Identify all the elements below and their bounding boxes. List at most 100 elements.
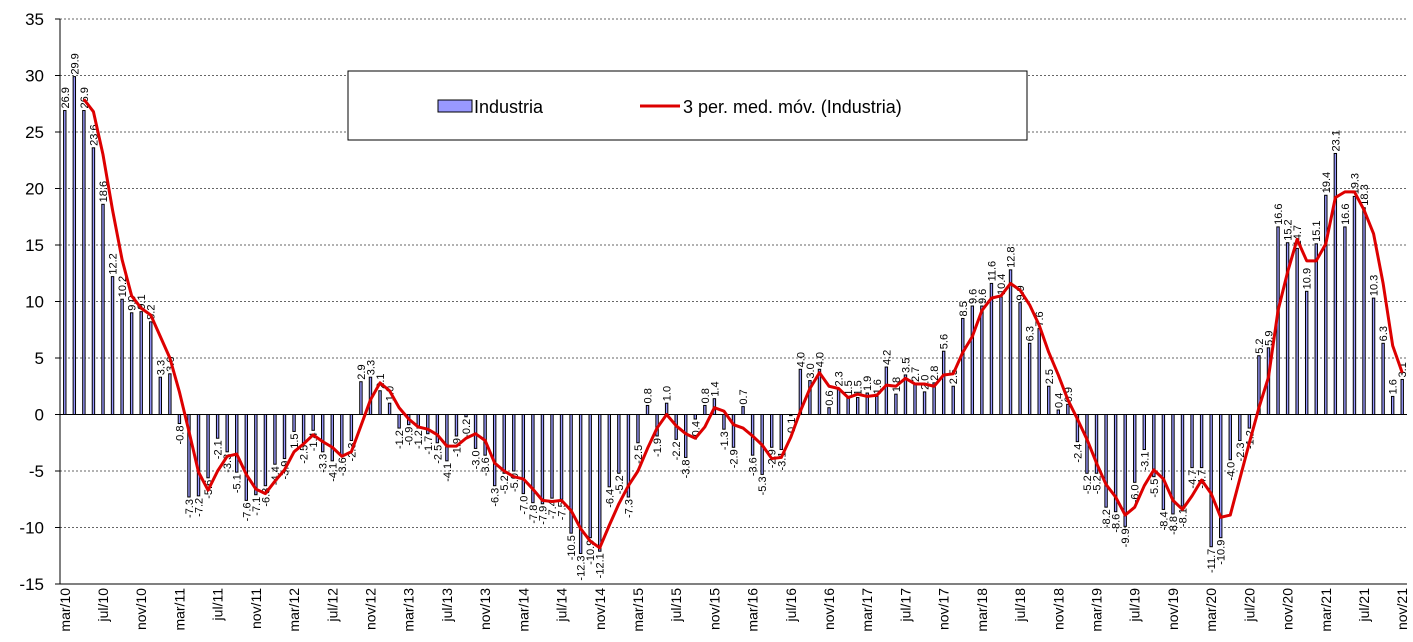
- bar: [894, 393, 898, 416]
- bar: [168, 373, 172, 416]
- data-label: 15.2: [1283, 219, 1295, 240]
- x-tick-label: jul/15: [668, 588, 684, 623]
- data-label: -7.0: [518, 496, 530, 515]
- x-tick-label: mar/14: [515, 588, 531, 632]
- data-label: 2.5: [1044, 369, 1056, 384]
- data-label: -1.7: [423, 436, 435, 455]
- x-tick-label: mar/12: [286, 588, 302, 632]
- data-label: -4.1: [442, 463, 454, 482]
- data-label: -1.3: [719, 431, 731, 450]
- bar: [101, 203, 105, 415]
- data-label: 2.9: [356, 364, 368, 379]
- bar: [454, 414, 459, 437]
- data-label: 9.6: [977, 289, 989, 304]
- data-label: 0.8: [700, 388, 712, 403]
- x-tick-label: nov/10: [133, 588, 149, 630]
- bar: [941, 350, 946, 415]
- bar: [1219, 414, 1223, 539]
- data-label: -11.7: [1206, 549, 1218, 573]
- data-label: 9.6: [967, 289, 979, 304]
- bar: [1008, 269, 1013, 415]
- bar: [464, 414, 468, 418]
- x-tick-label: mar/11: [171, 588, 187, 631]
- bar: [789, 414, 793, 417]
- data-label: 6.3: [1025, 326, 1037, 341]
- bar: [932, 382, 936, 415]
- bar: [636, 414, 640, 444]
- x-tick-label: jul/17: [897, 588, 913, 623]
- bar: [82, 110, 86, 415]
- bar: [779, 414, 783, 451]
- bar: [435, 414, 440, 444]
- bar: [1304, 290, 1309, 415]
- data-label: 6.3: [1378, 326, 1390, 341]
- bar: [1161, 414, 1166, 510]
- y-tick-label: 10: [25, 293, 44, 312]
- bar: [1371, 297, 1376, 415]
- bar: [321, 414, 325, 453]
- data-label: 2.3: [834, 371, 846, 386]
- bar: [1152, 414, 1156, 478]
- bar: [387, 402, 392, 416]
- x-tick-label: mar/13: [401, 588, 417, 632]
- data-label: -7.3: [184, 499, 196, 518]
- bar: [1027, 342, 1032, 415]
- data-label: 0.8: [643, 388, 655, 403]
- data-label: 11.6: [986, 261, 998, 282]
- bar: [989, 282, 994, 416]
- data-label: 12.2: [108, 253, 120, 274]
- bar: [158, 376, 163, 415]
- bar: [903, 374, 908, 416]
- bar: [378, 390, 382, 415]
- data-label: 2.8: [929, 366, 941, 381]
- bar: [731, 414, 736, 448]
- bar: [244, 414, 248, 501]
- data-label: -10.9: [585, 540, 597, 565]
- bar: [282, 414, 287, 460]
- bar: [1238, 414, 1242, 441]
- bar: [483, 414, 487, 456]
- bar: [846, 397, 850, 415]
- y-tick-label: 15: [25, 236, 44, 255]
- y-tick-label: 35: [25, 10, 44, 29]
- data-label: -4.0: [1225, 462, 1237, 481]
- bar: [913, 383, 917, 415]
- x-tick-label: nov/18: [1050, 588, 1066, 630]
- x-tick-label: nov/11: [248, 588, 264, 629]
- bar: [817, 368, 822, 415]
- data-label: 10.3: [1369, 275, 1381, 296]
- data-label: 4.2: [881, 350, 893, 365]
- x-tick-label: mar/21: [1318, 588, 1334, 632]
- bar: [63, 110, 67, 415]
- data-label: 18.3: [1359, 184, 1371, 205]
- bar: [72, 76, 77, 415]
- data-label: -3.3: [318, 454, 330, 473]
- bar: [129, 312, 134, 415]
- data-label: -1.2: [413, 430, 425, 449]
- bar: [445, 414, 449, 462]
- data-label: -4.4: [270, 466, 282, 485]
- bar: [1190, 414, 1194, 469]
- data-label: 3.3: [155, 360, 167, 375]
- bar: [1352, 195, 1357, 415]
- bar: [1104, 414, 1108, 508]
- bar: [502, 414, 506, 474]
- bar: [311, 414, 315, 431]
- data-label: 4.0: [795, 352, 807, 367]
- bar: [1037, 328, 1041, 415]
- data-label: 0.6: [824, 390, 836, 405]
- data-label: -7.9: [537, 506, 549, 525]
- bar: [349, 414, 354, 441]
- bar: [254, 414, 258, 496]
- bar: [91, 147, 96, 415]
- data-label: -8.6: [1111, 514, 1123, 533]
- data-label: -3.6: [337, 457, 349, 476]
- data-label: -1.2: [394, 430, 406, 449]
- bar: [569, 414, 573, 534]
- bar: [1018, 302, 1022, 416]
- data-label: -7.6: [241, 502, 253, 521]
- x-tick-label: nov/20: [1280, 588, 1296, 630]
- data-label: 10.2: [117, 276, 129, 297]
- x-tick-label: nov/13: [477, 588, 493, 630]
